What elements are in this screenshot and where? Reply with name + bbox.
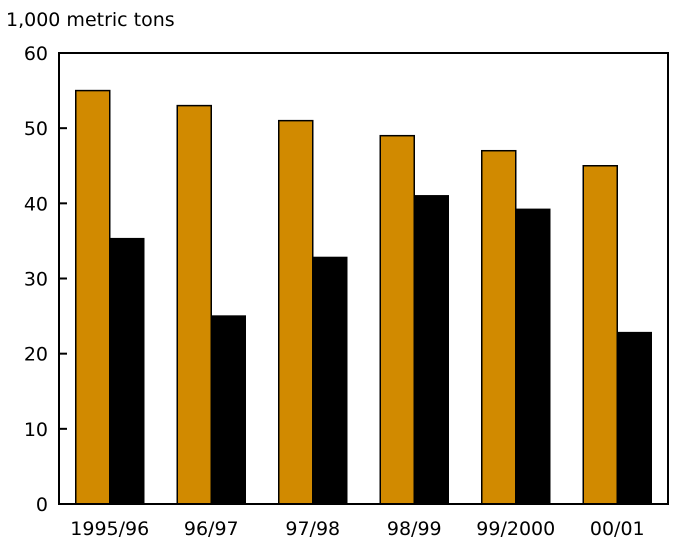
- y-unit-label: 1,000 metric tons: [6, 9, 175, 31]
- y-tick-label-20: 20: [24, 344, 48, 366]
- x-tick-label-96-97: 96/97: [184, 518, 239, 540]
- bar-series2-98-99: [413, 195, 449, 505]
- x-tick-label-00-01: 00/01: [590, 518, 645, 540]
- y-tick-label-30: 30: [24, 269, 48, 291]
- y-tick-label-50: 50: [24, 118, 48, 140]
- x-tick-label-99-2000: 99/2000: [476, 518, 555, 540]
- bar-series2-1995-96: [109, 237, 145, 505]
- bar-series1-00-01: [582, 165, 618, 505]
- bar-series1-97-98: [278, 119, 314, 505]
- bars-group: [75, 89, 652, 505]
- bar-series1-1995-96: [75, 89, 111, 505]
- x-tick-label-98-99: 98/99: [387, 518, 442, 540]
- x-tick-label-1995-96: 1995/96: [70, 518, 149, 540]
- bar-series2-96-97: [210, 315, 246, 505]
- bar-series2-97-98: [312, 256, 348, 505]
- bar-series2-99-2000: [515, 208, 551, 505]
- bar-series2-00-01: [616, 331, 652, 505]
- y-tick-label-40: 40: [24, 193, 48, 215]
- y-tick-label-0: 0: [36, 494, 48, 516]
- bar-series1-98-99: [379, 134, 415, 505]
- bar-series1-99-2000: [481, 149, 517, 505]
- plot-frame: [58, 52, 669, 505]
- x-axis: 1995/96 96/97 97/98 98/99 99/2000 00/01: [70, 518, 644, 540]
- y-tick-label-60: 60: [24, 43, 48, 65]
- y-tick-label-10: 10: [24, 419, 48, 441]
- bar-series1-96-97: [176, 104, 212, 505]
- x-tick-label-97-98: 97/98: [285, 518, 340, 540]
- y-axis: 0 10 20 30 40 50 60: [24, 43, 67, 516]
